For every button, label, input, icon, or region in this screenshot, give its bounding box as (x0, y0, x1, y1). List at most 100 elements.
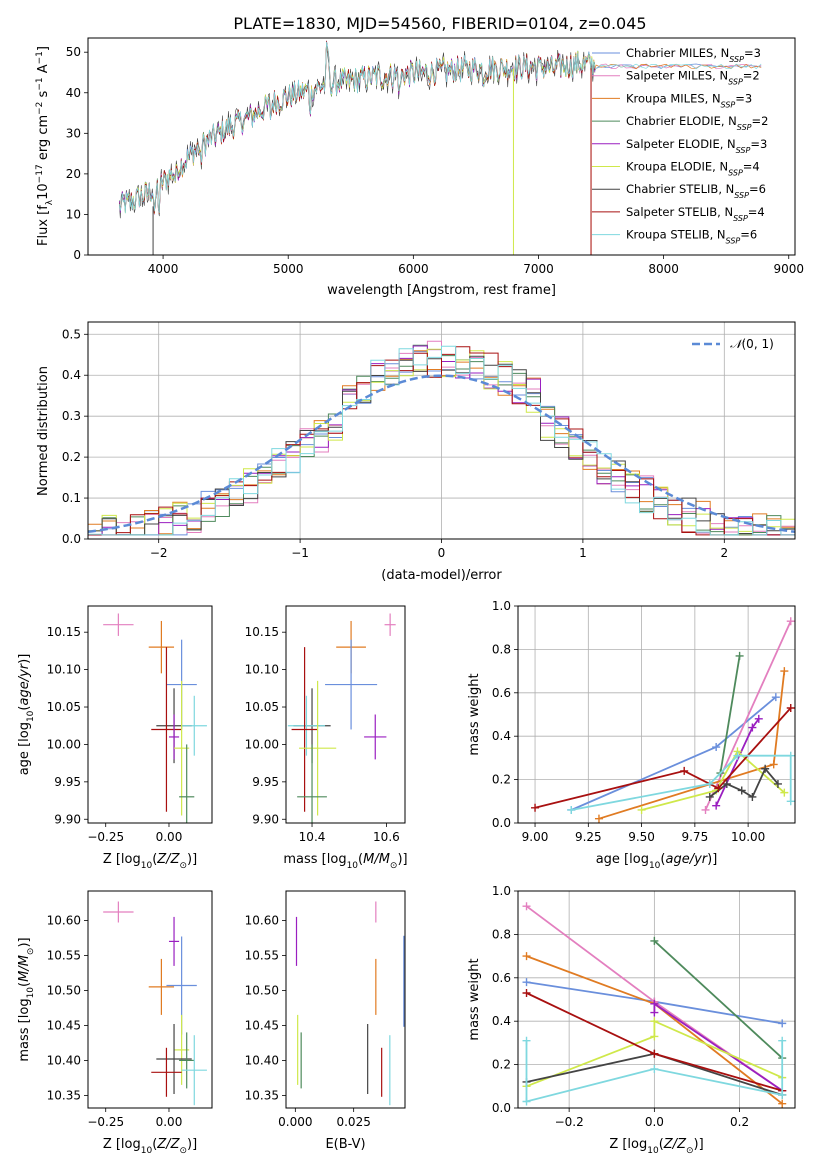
spectrum-panel: 4000 5000 6000 7000 8000 9000 0 10 20 30 40 50 Chabr… (35, 37, 804, 298)
legend-text: Salpeter STELIB, N (626, 205, 733, 219)
mass_vs_ebv-plot-area (295, 901, 405, 1106)
weight-line-kroupa-elodie (526, 1019, 783, 1088)
axes-frame (87, 605, 213, 824)
label-part: )] (17, 937, 32, 947)
label-part: ⊙ (179, 861, 187, 871)
mass_vs_ebv-panel: 0.000 0.025 10.35 10.40 10.45 10.50 10.55 10.60… (245, 890, 406, 1152)
y-tick-label: 9.95 (252, 775, 279, 789)
weight-marker (650, 999, 659, 1008)
label-part: ⊙ (179, 1146, 187, 1156)
weight-marker (761, 764, 770, 773)
legend-label: Salpeter MILES, NSSP=2 (626, 69, 760, 87)
label-part: age [log (596, 852, 649, 867)
y-tick-label: 30 (66, 126, 81, 140)
weight-marker (778, 1099, 787, 1108)
x-tick-label: 9.50 (628, 830, 655, 844)
y-tick-label: 1.0 (492, 884, 511, 898)
label-part: ( (660, 852, 665, 867)
legend-text: (0, 1) (742, 337, 774, 351)
weight-marker (712, 801, 721, 810)
x-axis-label: Z [log10(Z/Z⊙)] (103, 852, 197, 871)
label-part: )] (187, 1137, 197, 1152)
legend-text: =4 (748, 205, 765, 219)
label-part: −17 (35, 164, 45, 183)
axes-frame (517, 605, 796, 824)
weight-marker (778, 1090, 787, 1099)
weight-line-kroupa-stelib (571, 754, 792, 811)
label-part: )] (17, 654, 32, 664)
y-axis-label: mass weight (467, 673, 482, 755)
legend-text: Chabrier STELIB, N (626, 182, 734, 196)
label-part: ⊙ (686, 1146, 694, 1156)
legend-text: =2 (743, 69, 760, 83)
label-part: Z/Z (156, 1137, 180, 1152)
label-part: ( (17, 706, 32, 711)
y-axis-label: mass [log10(M/M⊙)] (17, 937, 36, 1061)
y-tick-label: 0.6 (492, 971, 511, 985)
weight-marker (650, 1017, 659, 1026)
x-tick-label: 0 (438, 546, 446, 560)
weight-marker (650, 936, 659, 945)
y-tick-label: 0.3 (62, 409, 81, 423)
label-part: Z/Z (156, 852, 180, 867)
legend-label: Salpeter ELODIE, NSSP=3 (626, 137, 767, 155)
y-tick-label: 10.00 (47, 737, 81, 751)
y-tick-label: 10.10 (245, 663, 279, 677)
y-tick-label: 9.95 (54, 775, 81, 789)
spectrum-line-kroupa-stelib (118, 41, 762, 214)
mass_weight_vs_Z-panel: −0.2 0.0 0.2 0.0 0.2 0.4 0.6 0.8 1.0 Z [log10(Z/Z… (467, 884, 796, 1156)
label-part: ( (17, 982, 32, 987)
weight-marker (786, 751, 795, 760)
y-tick-label: 10.35 (47, 1088, 81, 1102)
age_vs_Z-plot-area (103, 613, 207, 823)
mass_vs_Z-plot-area (103, 901, 207, 1106)
label-part: ( (152, 852, 157, 867)
legend-text: =3 (750, 137, 767, 151)
y-tick-label: 1.0 (492, 599, 511, 613)
label-part: λ (45, 199, 55, 205)
y-tick-label: 10 (66, 207, 81, 221)
age_vs_Z-panel: −0.25 0.00 9.90 9.95 10.00 10.05 10.10 10.15 Z [… (17, 605, 213, 871)
label-part: 10 (141, 861, 153, 871)
y-tick-label: 10.60 (47, 913, 81, 927)
legend-text: Kroupa STELIB, N (626, 228, 726, 242)
label-part: −2 (35, 102, 45, 115)
legend-sub: SSP (728, 77, 743, 86)
spectrum-plot-area (118, 40, 762, 255)
legend-sub: SSP (726, 236, 741, 245)
weight-marker (780, 667, 789, 676)
label-part: Z/Z (663, 1137, 687, 1152)
x-tick-label: 0.025 (336, 1115, 370, 1129)
x-tick-label: 10.00 (731, 830, 765, 844)
weight-marker (522, 978, 531, 987)
weight-marker (594, 814, 603, 823)
y-tick-label: 10.55 (245, 948, 279, 962)
x-tick-label: 7000 (523, 262, 554, 276)
weight-marker (778, 1036, 787, 1045)
label-part: −1 (35, 51, 45, 64)
legend-label: Kroupa STELIB, NSSP=6 (626, 228, 757, 246)
weight-marker (637, 805, 646, 814)
weight-marker (735, 651, 744, 660)
weight-marker (522, 952, 531, 961)
x-tick-label: 9.00 (522, 830, 549, 844)
label-part: Z [log (103, 852, 141, 867)
legend-sub: SSP (734, 191, 749, 200)
weight-marker (769, 760, 778, 769)
x-tick-label: −0.25 (87, 1115, 124, 1129)
label-part: M/M (363, 852, 390, 867)
legend-text: Salpeter ELODIE, N (626, 137, 736, 151)
y-tick-label: 0.8 (492, 642, 511, 656)
x-tick-label: −0.25 (87, 830, 124, 844)
y-tick-label: 10.10 (47, 663, 81, 677)
y-tick-label: 10.40 (47, 1053, 81, 1067)
y-tick-label: 0.8 (492, 927, 511, 941)
y-axis-label: Normed distribution (36, 366, 51, 496)
x-axis-label: (data-model)/error (381, 568, 502, 583)
weight-line-salpeter-stelib (534, 707, 792, 809)
mass_weight_vs_age-plot-area (531, 617, 795, 823)
x-tick-label: 6000 (398, 262, 429, 276)
legend-sub: SSP (721, 100, 736, 109)
weight-marker (650, 1032, 659, 1041)
legend-text: =3 (735, 91, 752, 105)
